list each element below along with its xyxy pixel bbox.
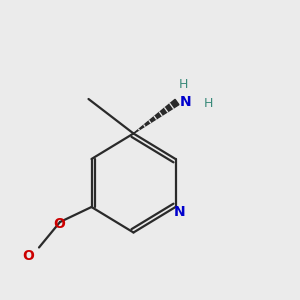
Text: H: H (204, 97, 213, 110)
Text: N: N (180, 95, 192, 109)
Text: O: O (53, 217, 65, 230)
Text: O: O (22, 250, 34, 263)
Polygon shape (134, 99, 179, 134)
Text: N: N (174, 205, 186, 218)
Text: H: H (178, 78, 188, 91)
